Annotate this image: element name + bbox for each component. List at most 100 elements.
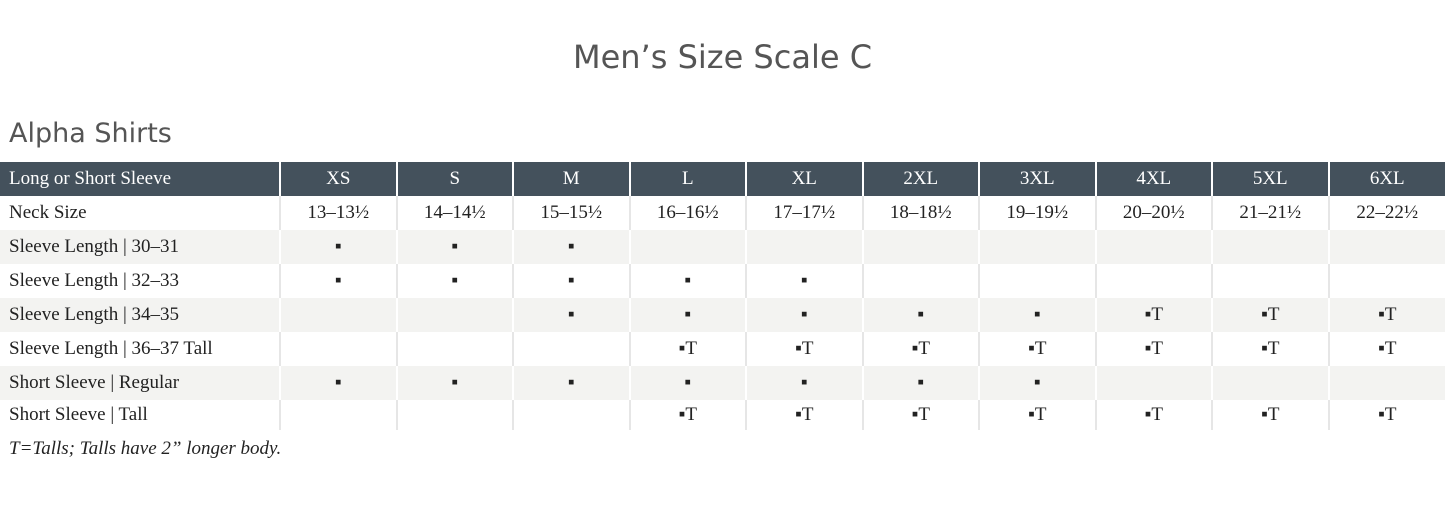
cell: ▪: [862, 366, 980, 400]
cell: ▪T: [862, 332, 980, 366]
cell: ▪T: [1212, 400, 1330, 430]
column-header: 5XL: [1212, 162, 1330, 196]
cell: ▪T: [979, 332, 1097, 366]
cell: [513, 332, 631, 366]
row-label: Sleeve Length | 34–35: [0, 298, 281, 332]
cell: [396, 400, 514, 430]
cell: ▪T: [1378, 338, 1397, 359]
column-header: L: [629, 162, 747, 196]
cell: ▪T: [1378, 404, 1397, 425]
row-label: Neck Size: [0, 196, 281, 230]
footnote: T=Talls; Talls have 2” longer body.: [9, 438, 282, 459]
cell: 16–16½: [629, 196, 747, 230]
header-row: Long or Short Sleeve XS S M L XL 2XL 3XL 4XL 5XL 6…: [0, 162, 1445, 196]
row-label: Sleeve Length | 32–33: [0, 264, 281, 298]
cell: ▪: [396, 230, 514, 264]
cell: ▪T: [862, 400, 980, 430]
cell: ▪: [513, 264, 631, 298]
cell: ▪T: [1095, 298, 1213, 332]
cell: ▪: [746, 264, 864, 298]
cell: [1212, 230, 1330, 264]
cell: ▪: [513, 366, 631, 400]
cell: [1328, 230, 1445, 264]
cell: ▪: [629, 366, 747, 400]
cell: ▪T: [746, 332, 864, 366]
cell: 17–17½: [746, 196, 864, 230]
cell: [862, 230, 980, 264]
row-label: Sleeve Length | 36–37 Tall: [0, 332, 281, 366]
cell: ▪: [280, 264, 398, 298]
cell: 20–20½: [1095, 196, 1213, 230]
cell: ▪: [979, 298, 1097, 332]
cell: [1095, 230, 1213, 264]
cell: [280, 400, 398, 430]
column-header: XS: [280, 162, 398, 196]
subtitle: Alpha Shirts: [9, 118, 172, 149]
cell: ▪: [629, 264, 747, 298]
cell: ▪: [746, 298, 864, 332]
table-row: Sleeve Length | 30–31 ▪ ▪ ▪: [0, 230, 1445, 264]
table-row: Sleeve Length | 34–35 ▪ ▪ ▪ ▪ ▪ ▪T ▪T ▪T: [0, 298, 1445, 332]
cell: ▪: [979, 366, 1097, 400]
cell: ▪: [513, 230, 631, 264]
cell: ▪T: [746, 400, 864, 430]
cell: [746, 230, 864, 264]
cell: 18–18½: [862, 196, 980, 230]
cell: [1212, 264, 1330, 298]
column-header: M: [513, 162, 631, 196]
column-header: 6XL: [1328, 162, 1445, 196]
cell: [979, 264, 1097, 298]
cell: [280, 332, 398, 366]
cell: ▪T: [1212, 298, 1330, 332]
cell: [862, 264, 980, 298]
table-row: Short Sleeve | Tall ▪T ▪T ▪T ▪T ▪T ▪T ▪T: [0, 400, 1445, 430]
table-row: Neck Size 13–13½ 14–14½ 15–15½ 16–16½ 17–17½ 1…: [0, 196, 1445, 230]
column-header: 4XL: [1095, 162, 1213, 196]
cell: [1095, 366, 1213, 400]
cell: [629, 230, 747, 264]
cell: ▪: [396, 366, 514, 400]
cell: 22–22½: [1356, 202, 1419, 223]
row-label: Short Sleeve | Tall: [0, 400, 281, 430]
table-row: Sleeve Length | 36–37 Tall ▪T ▪T ▪T ▪T ▪T ▪T ▪T: [0, 332, 1445, 366]
cell: ▪T: [1212, 332, 1330, 366]
cell: ▪: [513, 298, 631, 332]
cell: [1328, 366, 1445, 400]
cell: ▪: [629, 298, 747, 332]
cell: [1329, 264, 1445, 298]
size-table: Long or Short Sleeve XS S M L XL 2XL 3XL 4XL 5XL 6…: [0, 162, 1445, 430]
cell: 14–14½: [396, 196, 514, 230]
cell: ▪: [280, 366, 398, 400]
cell: ▪T: [629, 332, 747, 366]
cell: [1095, 264, 1213, 298]
column-header: S: [396, 162, 514, 196]
table-row: Short Sleeve | Regular ▪ ▪ ▪ ▪ ▪ ▪ ▪: [0, 366, 1445, 400]
cell: ▪: [280, 230, 398, 264]
row-label: Short Sleeve | Regular: [0, 366, 281, 400]
cell: [1212, 366, 1330, 400]
column-header: 3XL: [979, 162, 1097, 196]
cell: 15–15½: [513, 196, 631, 230]
title: Men’s Size Scale C: [572, 38, 873, 76]
cell: ▪T: [629, 400, 747, 430]
cell: [979, 230, 1097, 264]
row-label: Sleeve Length | 30–31: [0, 230, 281, 264]
cell: ▪: [862, 298, 980, 332]
column-header: XL: [746, 162, 864, 196]
cell: 13–13½: [280, 196, 398, 230]
cell: ▪T: [1328, 298, 1445, 332]
column-header: Long or Short Sleeve: [0, 162, 281, 196]
cell: ▪: [746, 366, 864, 400]
cell: [396, 298, 514, 332]
cell: ▪T: [1095, 332, 1213, 366]
table-body: Neck Size 13–13½ 14–14½ 15–15½ 16–16½ 17–17½ 1…: [0, 196, 1445, 430]
cell: [396, 332, 514, 366]
cell: ▪T: [979, 400, 1097, 430]
cell: [280, 298, 398, 332]
cell: ▪: [396, 264, 514, 298]
cell: [513, 400, 631, 430]
table-row: Sleeve Length | 32–33 ▪ ▪ ▪ ▪ ▪: [0, 264, 1445, 298]
column-header: 2XL: [862, 162, 980, 196]
cell: ▪T: [1095, 400, 1213, 430]
